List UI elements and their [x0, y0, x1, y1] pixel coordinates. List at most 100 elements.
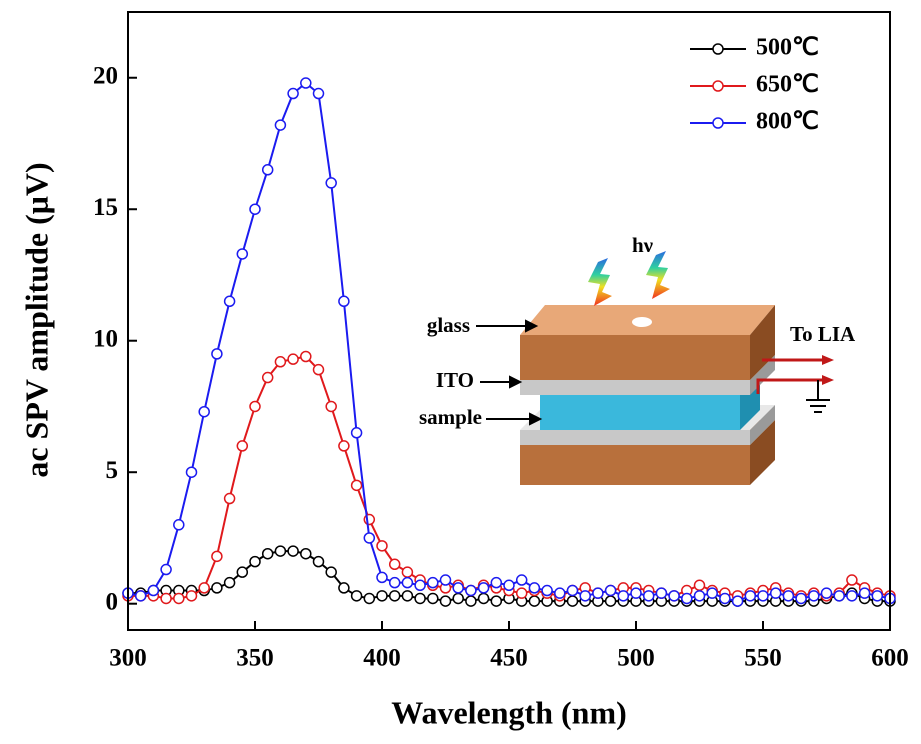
data-point: [568, 596, 578, 606]
legend-marker: [713, 118, 723, 128]
legend-label: 800℃: [756, 109, 819, 135]
plot-frame: [128, 12, 890, 630]
data-point: [250, 401, 260, 411]
data-point: [199, 407, 209, 417]
data-point: [225, 578, 235, 588]
data-point: [656, 588, 666, 598]
x-tick-label: 300: [109, 645, 147, 672]
y-tick-label: 15: [93, 194, 118, 221]
data-point: [237, 441, 247, 451]
data-point: [568, 586, 578, 596]
data-point: [720, 593, 730, 603]
data-point: [415, 580, 425, 590]
inset-diagram: hν glass ITO sample To LIA: [419, 233, 856, 485]
data-point: [161, 565, 171, 575]
data-point: [250, 204, 260, 214]
data-point: [199, 583, 209, 593]
data-point: [364, 593, 374, 603]
data-point: [301, 352, 311, 362]
x-tick-label: 600: [871, 645, 909, 672]
legend-label: 650℃: [756, 72, 819, 98]
x-tick-label: 450: [490, 645, 528, 672]
data-point: [555, 588, 565, 598]
data-point: [479, 593, 489, 603]
data-point: [136, 591, 146, 601]
data-point: [288, 354, 298, 364]
data-point: [771, 588, 781, 598]
data-point: [695, 591, 705, 601]
data-point: [352, 428, 362, 438]
data-point: [212, 583, 222, 593]
data-point: [275, 357, 285, 367]
data-point: [745, 591, 755, 601]
data-point: [326, 401, 336, 411]
arrowhead: [822, 355, 834, 365]
data-point: [250, 557, 260, 567]
data-point: [809, 591, 819, 601]
legend-label: 500℃: [756, 35, 819, 61]
arrowhead: [510, 377, 520, 387]
data-point: [390, 591, 400, 601]
data-point: [263, 165, 273, 175]
data-point: [225, 296, 235, 306]
data-point: [352, 591, 362, 601]
series-line: [128, 83, 890, 601]
data-point: [606, 596, 616, 606]
data-point: [504, 580, 514, 590]
data-point: [644, 591, 654, 601]
data-point: [161, 593, 171, 603]
data-point: [479, 583, 489, 593]
data-point: [847, 575, 857, 585]
data-point: [491, 596, 501, 606]
data-point: [733, 596, 743, 606]
light-bolt: [646, 251, 670, 299]
y-tick-label: 5: [106, 457, 119, 484]
data-point: [441, 575, 451, 585]
data-point: [314, 557, 324, 567]
data-point: [275, 120, 285, 130]
data-point: [783, 591, 793, 601]
data-point: [288, 546, 298, 556]
light-bolt: [588, 258, 612, 306]
light-spot: [632, 317, 652, 327]
data-point: [339, 296, 349, 306]
data-point: [491, 578, 501, 588]
data-point: [377, 572, 387, 582]
legend-marker: [713, 81, 723, 91]
sample-front: [540, 395, 740, 430]
data-point: [212, 551, 222, 561]
data-point: [593, 588, 603, 598]
data-point: [314, 365, 324, 375]
data-point: [212, 349, 222, 359]
chart: hν glass ITO sample To LIA Wavelength (n…: [0, 0, 921, 744]
data-point: [148, 586, 158, 596]
data-point: [301, 78, 311, 88]
data-point: [631, 588, 641, 598]
data-point: [860, 588, 870, 598]
data-point: [466, 596, 476, 606]
data-point: [339, 583, 349, 593]
data-point: [237, 567, 247, 577]
data-point: [669, 591, 679, 601]
data-point: [402, 567, 412, 577]
data-point: [377, 541, 387, 551]
data-point: [225, 494, 235, 504]
y-tick-label: 0: [106, 588, 119, 615]
data-point: [682, 593, 692, 603]
x-axis-title: Wavelength (nm): [391, 694, 627, 730]
data-point: [695, 580, 705, 590]
data-point: [402, 578, 412, 588]
glass-top-front: [520, 335, 750, 380]
data-point: [453, 593, 463, 603]
y-tick-label: 20: [93, 62, 118, 89]
inset-label: To LIA: [790, 322, 856, 346]
x-tick-label: 400: [363, 645, 401, 672]
data-point: [834, 591, 844, 601]
data-point: [847, 591, 857, 601]
x-tick-label: 500: [617, 645, 655, 672]
data-point: [758, 591, 768, 601]
data-point: [187, 467, 197, 477]
data-point: [390, 559, 400, 569]
data-point: [517, 575, 527, 585]
data-point: [796, 593, 806, 603]
